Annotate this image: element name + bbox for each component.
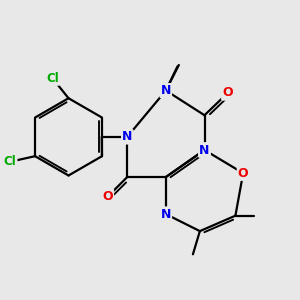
Text: N: N [122,130,132,143]
Text: N: N [161,208,171,220]
Text: Cl: Cl [4,155,16,168]
Text: O: O [238,167,248,180]
Text: N: N [199,143,210,157]
Text: O: O [103,190,113,203]
Text: O: O [103,190,113,203]
Text: O: O [222,86,233,100]
Text: N: N [161,84,171,97]
Text: N: N [199,143,210,157]
Text: N: N [161,208,171,220]
Text: N: N [161,84,171,97]
Text: N: N [199,143,210,157]
Text: O: O [238,167,248,180]
Text: N: N [122,130,132,143]
Text: O: O [222,86,233,100]
Text: Cl: Cl [46,72,59,85]
